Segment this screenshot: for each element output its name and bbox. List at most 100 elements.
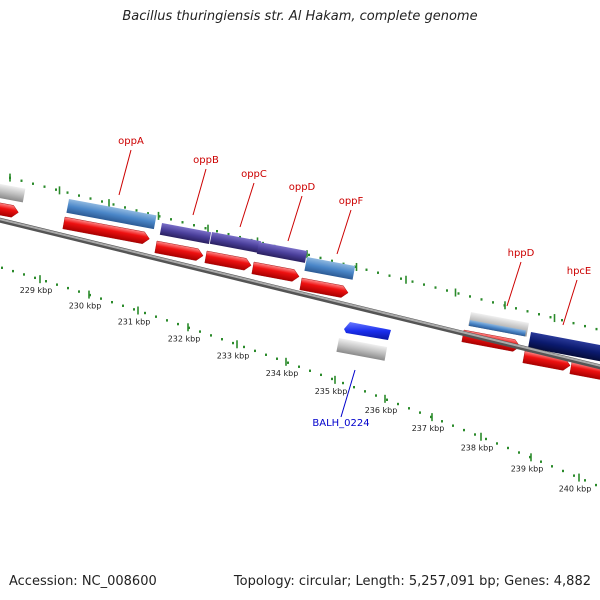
opp-gene-oppC: [209, 232, 262, 254]
inner-dot: [408, 407, 410, 410]
inner-dot: [144, 311, 146, 315]
outer-dot: [469, 295, 471, 298]
cds-arrow-partial-body: [0, 200, 19, 218]
inner-dot: [474, 433, 476, 436]
inner-dot: [309, 369, 311, 372]
inner-dot: [485, 437, 487, 441]
outer-dot: [204, 227, 207, 230]
kbp-label: 236 kbp: [365, 406, 398, 415]
inner-dot: [397, 402, 399, 406]
inner-dot: [507, 446, 509, 450]
inner-dot: [353, 385, 355, 389]
outer-dot: [124, 206, 126, 209]
kbp-label: 231 kbp: [118, 317, 151, 326]
cds-arrow-oppD: [251, 261, 300, 282]
outer-dot: [20, 179, 23, 182]
inner-dot: [364, 390, 366, 393]
outer-dot: [135, 209, 138, 212]
kbp-label: 237 kbp: [412, 424, 445, 433]
kbp-label: 235 kbp: [315, 387, 348, 396]
inner-dot: [419, 411, 421, 414]
cds-arrow-oppA: [62, 216, 150, 244]
outer-dot: [43, 185, 46, 188]
gene-label: oppC: [241, 169, 267, 180]
kbp-label: 238 kbp: [461, 444, 494, 453]
inner-dot: [287, 361, 289, 364]
kbp-label: 229 kbp: [20, 286, 53, 295]
inner-dot: [34, 276, 36, 280]
inner-dot: [441, 420, 443, 423]
inner-dot: [342, 381, 344, 385]
inner-dot: [463, 428, 465, 432]
topology-summary: Topology: circular; Length: 5,257,091 bp…: [233, 574, 591, 589]
map-title: Bacillus thuringiensis str. Al Hakam, co…: [122, 9, 478, 24]
outer-dot: [193, 224, 195, 227]
outer-dot: [515, 307, 517, 310]
inner-dot: [386, 398, 388, 401]
gene-hppD-blue-body: [468, 320, 527, 337]
inner-dot: [89, 293, 91, 297]
opp-gene-oppB-body: [159, 223, 212, 245]
gene-label: oppF: [339, 196, 364, 207]
labels: 229 kbp 230 kbp 231 kbp 232 kbp 233 kbp 234 k…: [20, 136, 592, 494]
inner-dot: [573, 474, 575, 477]
inner-dot: [518, 451, 520, 454]
outer-dot: [181, 221, 184, 224]
opp-gene-oppF: [304, 257, 356, 280]
inner-dot: [452, 424, 454, 427]
inner-dot: [265, 353, 267, 356]
inner-dot: [232, 341, 234, 345]
outer-dot: [112, 203, 115, 206]
inner-dot: [529, 455, 531, 459]
inner-dot: [111, 300, 113, 304]
inner-dot: [12, 269, 14, 273]
gene-hppD-blue: [468, 320, 527, 337]
outer-dot: [377, 271, 379, 274]
minus-gene-gray: [336, 338, 388, 361]
gray-gene-partial-body: [0, 182, 26, 203]
inner-dot: [78, 290, 80, 293]
inner-dot: [551, 465, 553, 468]
backbone: [0, 217, 600, 370]
opp-gene-oppA: [66, 199, 157, 230]
outer-dot: [32, 182, 34, 185]
cds-arrow-partial: [0, 200, 19, 218]
outer-dot: [227, 232, 230, 236]
inner-dot: [199, 330, 201, 333]
inner-dot: [430, 415, 432, 419]
outer-dot: [331, 259, 333, 263]
outer-dot: [423, 283, 425, 286]
cds-arrow-oppB-body: [154, 240, 204, 261]
gene-hpcE: [528, 332, 600, 363]
opp-gene-oppF-body: [304, 257, 356, 280]
kbp-label: 230 kbp: [69, 302, 102, 311]
callout-line-minus: [340, 369, 356, 418]
outer-dot: [434, 286, 437, 289]
inner-dot: [210, 334, 212, 337]
inner-dot: [23, 273, 25, 276]
accession-text: Accession: NC_008600: [9, 574, 157, 589]
callout-line: [506, 261, 522, 307]
cds-arrow-oppA-body: [62, 216, 150, 244]
inner-dot: [221, 338, 223, 341]
outer-dot: [446, 289, 448, 292]
callout-line: [562, 279, 578, 326]
inner-dot: [188, 326, 190, 330]
outer-dot: [365, 268, 368, 271]
outer-dot: [89, 197, 92, 200]
minus-arrow: [344, 322, 391, 340]
outer-dot: [480, 298, 483, 301]
inner-dot: [122, 304, 124, 307]
inner-dot: [298, 365, 300, 368]
opp-gene-oppC-body: [209, 232, 262, 254]
outer-dot: [308, 253, 310, 257]
outer-dot: [538, 313, 540, 316]
inner-dot: [375, 394, 377, 397]
gene-hpcE-body: [528, 332, 600, 363]
outer-dot: [572, 321, 575, 325]
kbp-label: 232 kbp: [168, 334, 201, 343]
inner-dot: [331, 377, 333, 381]
inner-dot: [320, 373, 322, 377]
opp-gene-oppD-body: [256, 242, 308, 263]
